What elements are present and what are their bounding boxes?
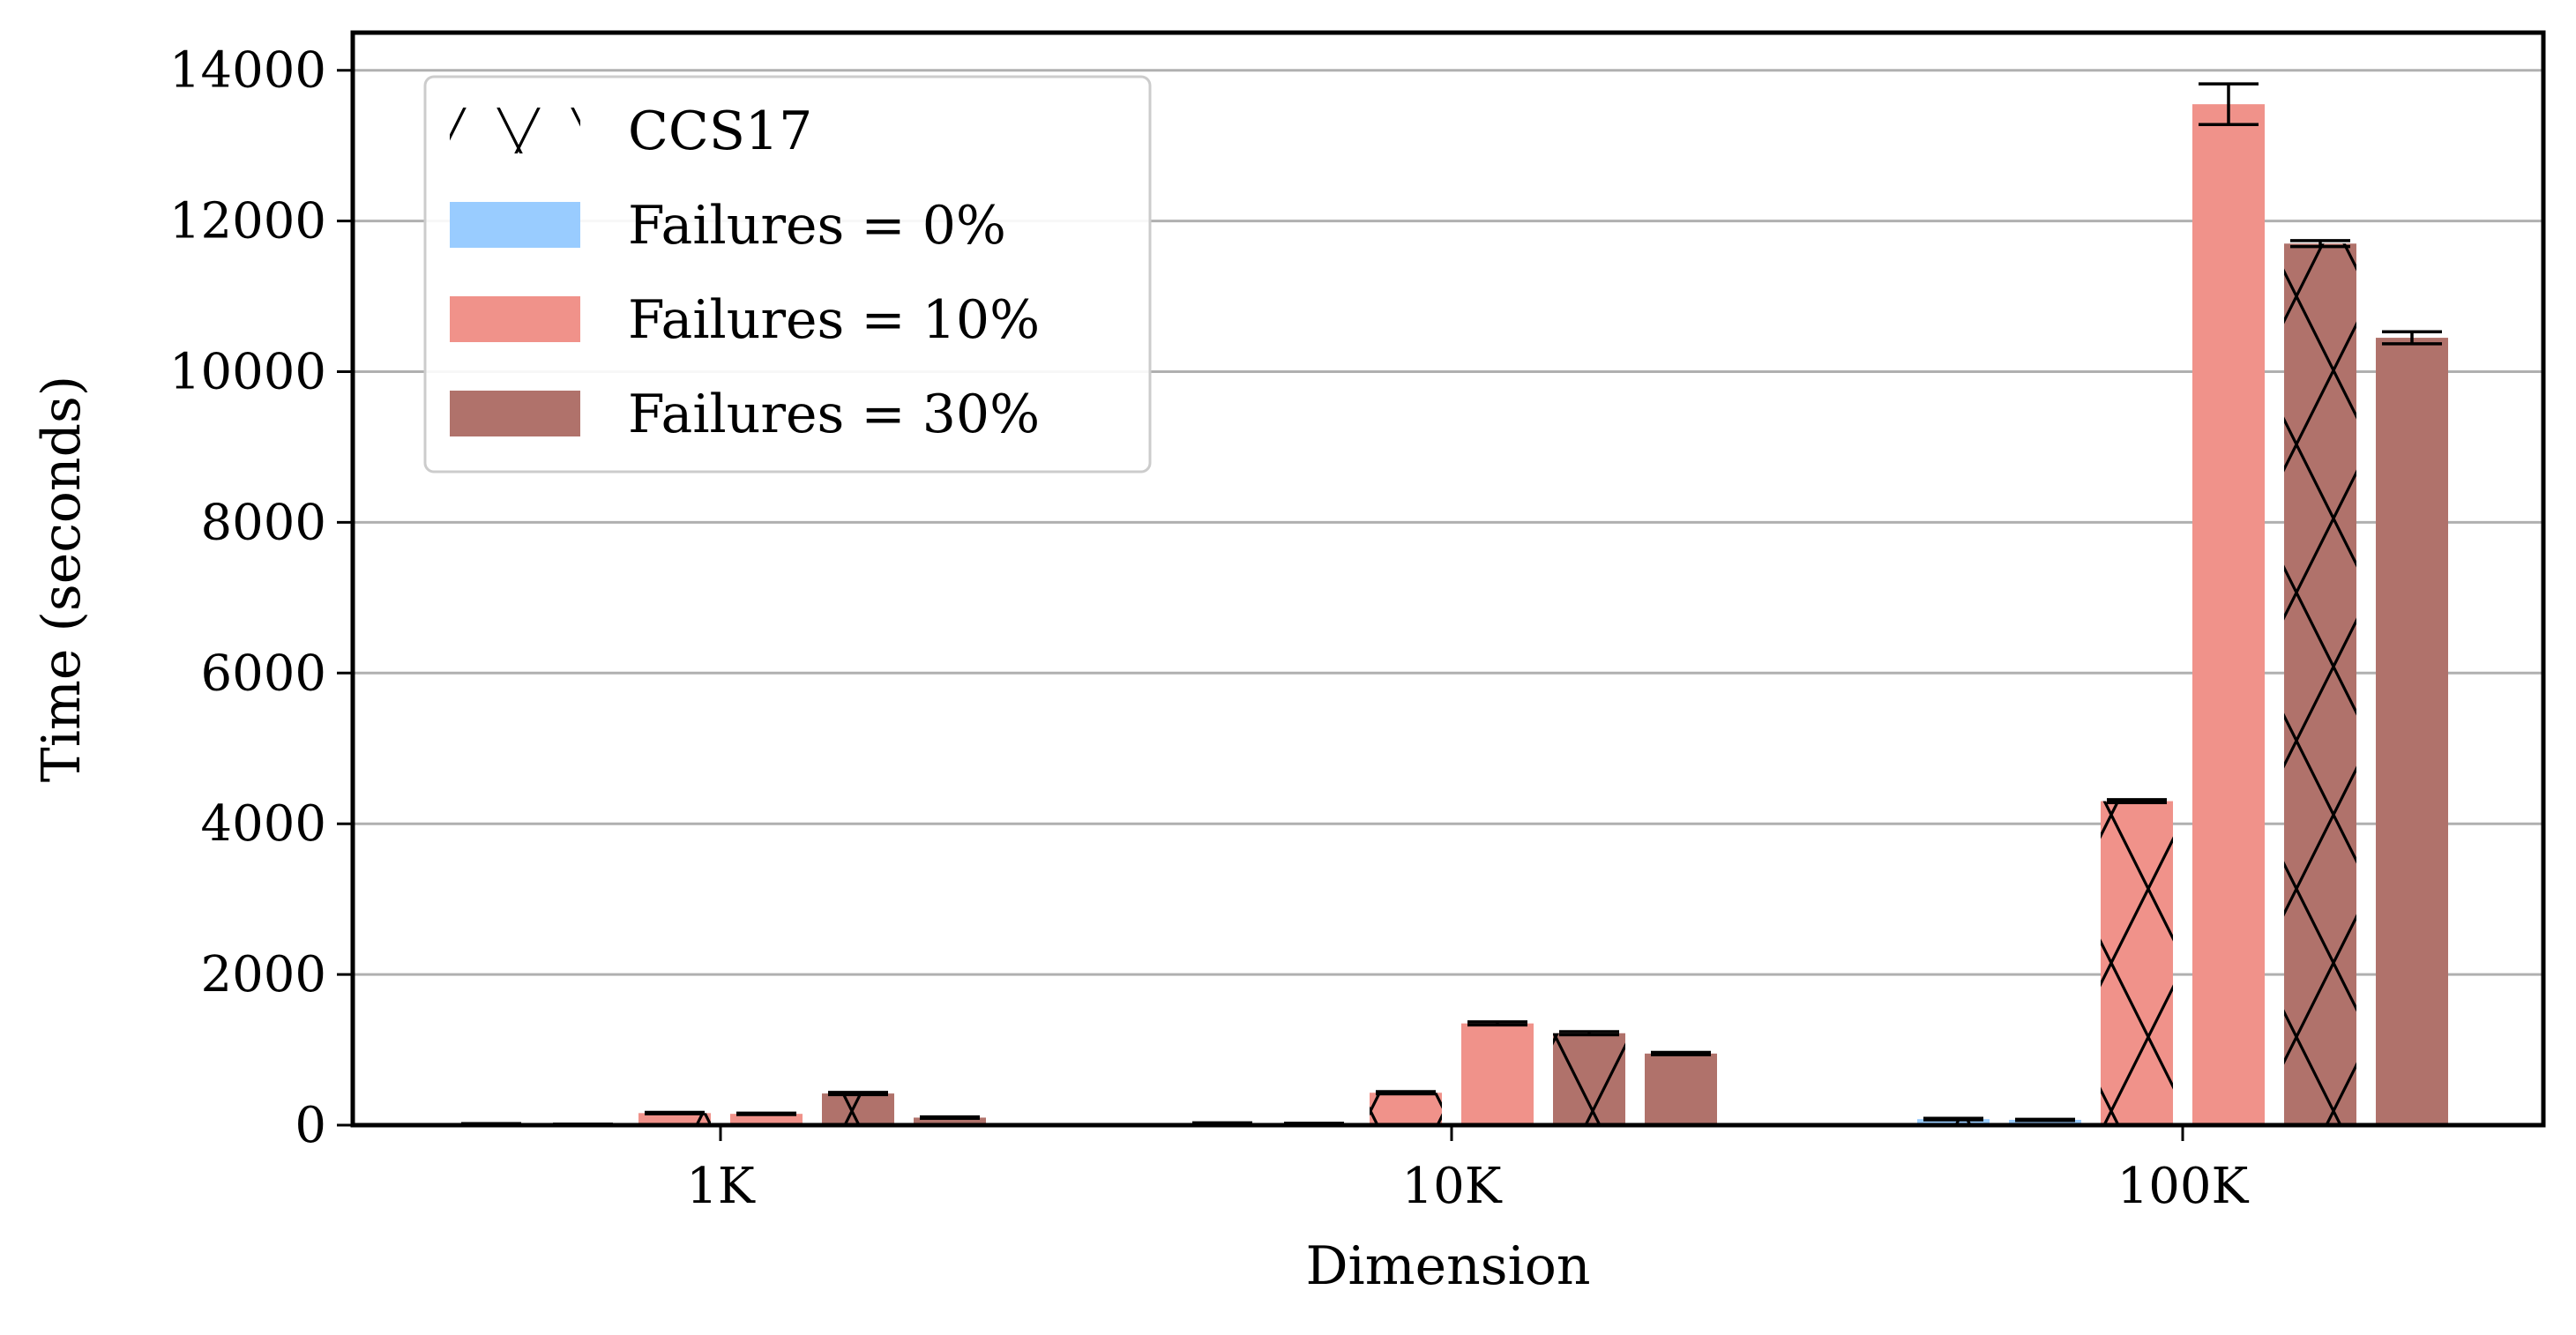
bar-hatch: [638, 1113, 711, 1125]
bar-group-100K: [1917, 104, 2448, 1126]
x-tick-label: 10K: [1401, 1158, 1502, 1215]
plot-frame: [350, 30, 2546, 1128]
bar: [1645, 1053, 1717, 1125]
bar-hatch: [1917, 1119, 1990, 1125]
error-bar: [1376, 1090, 1436, 1096]
bar-hatch: [2101, 801, 2173, 1125]
error-bar: [2382, 330, 2442, 346]
x-axis-ticks: 1K 10K 100K: [686, 1125, 2250, 1215]
legend-label: CCS17: [628, 101, 812, 162]
bar: [914, 1117, 986, 1125]
bar-group-1K: [455, 1093, 986, 1125]
y-tick-label: 14000: [169, 42, 326, 100]
error-bar: [1923, 1116, 1983, 1122]
error-bar: [920, 1115, 980, 1121]
error-bar: [645, 1110, 705, 1115]
legend: CCS17 Failures = 0% Failures = 10% Failures…: [423, 75, 1152, 474]
legend-item: CCS17: [450, 101, 812, 162]
legend-item: Failures = 10%: [450, 289, 1040, 351]
x-tick-label: 100K: [2117, 1158, 2250, 1215]
x-tick-label: 1K: [686, 1158, 756, 1215]
error-bar: [2199, 82, 2259, 126]
legend-box: [423, 75, 1152, 474]
error-bar: [828, 1091, 888, 1097]
x-axis-label: Dimension: [1305, 1235, 1590, 1297]
error-bar: [2290, 239, 2350, 249]
bar-groups: [455, 104, 2448, 1126]
legend-item: Failures = 0%: [450, 195, 1006, 257]
bar: [2009, 1120, 2081, 1125]
legend-label: Failures = 30%: [628, 384, 1040, 445]
y-tick-label: 6000: [200, 645, 326, 702]
y-tick-label: 2000: [200, 946, 326, 1003]
bar-hatch: [1553, 1033, 1625, 1125]
legend-swatch: [450, 391, 580, 436]
error-bar: [1559, 1030, 1619, 1037]
bar-group-10K: [1186, 1023, 1717, 1125]
bar-hatch: [1370, 1093, 1442, 1125]
error-bar: [2015, 1117, 2075, 1122]
legend-label: Failures = 10%: [628, 289, 1040, 351]
bar-hatch: [822, 1093, 894, 1125]
legend-swatch: [450, 202, 580, 248]
y-tick-label: 12000: [169, 193, 326, 250]
y-axis-ticks: 0 2000 4000 6000 8000 10000 12000 14000: [169, 42, 353, 1154]
y-tick-label: 4000: [200, 795, 326, 853]
y-tick-label: 10000: [169, 344, 326, 401]
bar: [730, 1114, 803, 1125]
y-tick-label: 8000: [200, 494, 326, 551]
legend-item: Failures = 30%: [450, 384, 1040, 445]
error-bar: [1467, 1020, 1527, 1027]
error-bar: [736, 1111, 796, 1116]
error-bar: [2107, 798, 2167, 805]
bar: [1461, 1023, 1534, 1125]
y-tick-label: 0: [295, 1097, 326, 1154]
legend-swatch: [450, 108, 580, 153]
legend-label: Failures = 0%: [628, 195, 1006, 257]
bar-hatch: [2284, 243, 2356, 1126]
y-axis-label: Time (seconds): [31, 376, 93, 782]
bar: [2376, 338, 2448, 1125]
bar: [2192, 104, 2265, 1125]
error-bar: [1651, 1050, 1711, 1056]
legend-swatch: [450, 296, 580, 342]
